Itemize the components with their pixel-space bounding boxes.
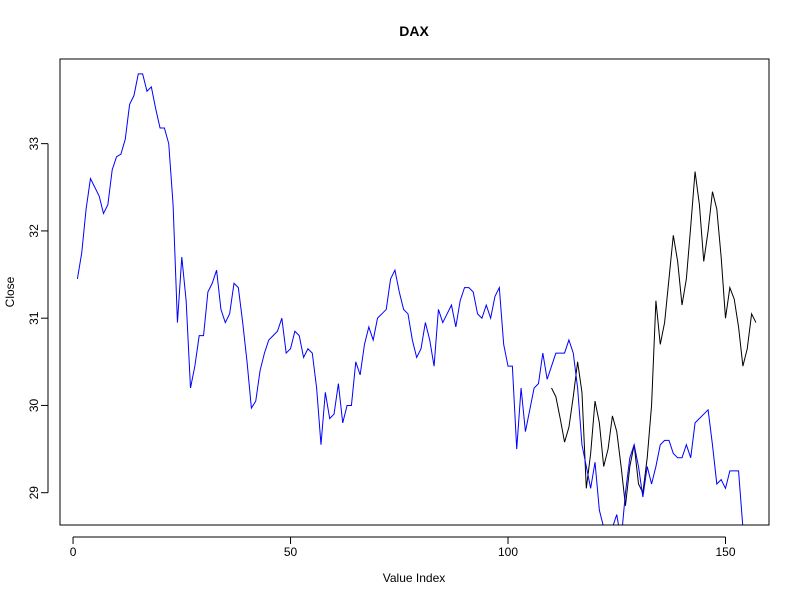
y-axis: 29 30 31 32 33 — [27, 137, 49, 500]
x-tick-label: 0 — [70, 545, 77, 559]
y-tick-label: 31 — [27, 311, 41, 325]
series-line-1 — [551, 171, 757, 506]
chart-title: DAX — [399, 23, 429, 39]
y-axis-label: Close — [3, 276, 17, 307]
series-layer — [76, 73, 757, 525]
x-tick-label: 100 — [498, 545, 518, 559]
x-axis-label: Value Index — [383, 571, 446, 585]
plot-frame — [59, 58, 770, 526]
series-line-2 — [76, 73, 744, 525]
x-tick-label: 150 — [715, 545, 735, 559]
y-tick-label: 32 — [27, 224, 41, 238]
y-tick-label: 33 — [27, 137, 41, 151]
y-tick-label: 30 — [27, 398, 41, 412]
x-tick-label: 50 — [284, 545, 298, 559]
y-tick-label: 29 — [27, 486, 41, 500]
x-axis: 0 50 100 150 — [70, 536, 736, 559]
